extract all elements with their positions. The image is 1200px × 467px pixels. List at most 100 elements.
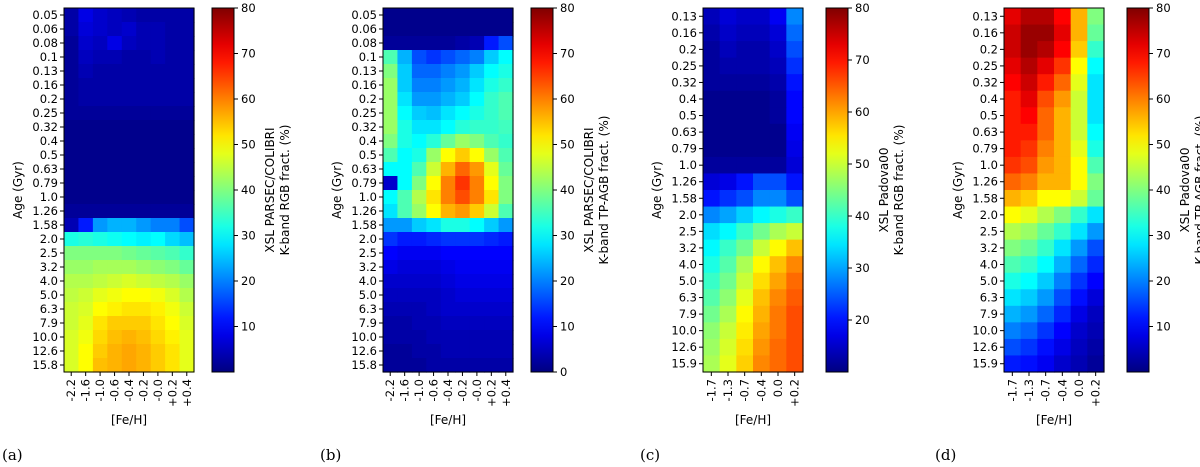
panel-3: 0.13 0.16 0.2 0.25 0.32 0.4 0.5 0.63 0.79 1.0 1.26…: [640, 1, 906, 464]
heatmap-cell: [411, 106, 427, 121]
heatmap-cell: [78, 148, 94, 163]
heatmap-cell: [383, 218, 399, 233]
heatmap-cell: [703, 322, 721, 340]
heatmap-cell: [136, 92, 152, 107]
heatmap-cell: [179, 344, 195, 359]
heatmap-cell: [1004, 156, 1022, 175]
heatmap-cell: [64, 148, 80, 163]
heatmap-cell: [107, 64, 123, 79]
heatmap-cell: [107, 8, 123, 23]
colorbar-tick-label: 60: [560, 92, 575, 106]
heatmap-cell: [150, 204, 166, 219]
heatmap-cell: [411, 316, 427, 331]
heatmap-cell: [469, 148, 485, 163]
heatmap-cell: [736, 140, 754, 158]
x-axis-label: [Fe/H]: [430, 413, 466, 427]
heatmap-cell: [719, 206, 737, 224]
heatmap-cell: [1020, 256, 1038, 274]
heatmap-cell: [736, 173, 754, 191]
heatmap-cell: [150, 162, 166, 177]
y-tick-label: 5.0: [980, 274, 998, 288]
heatmap-cell: [440, 218, 456, 233]
x-tick-label: -1.0: [93, 379, 107, 401]
heatmap-cell: [1087, 8, 1105, 26]
heatmap-cell: [397, 260, 413, 275]
heatmap-cell: [1020, 140, 1038, 158]
heatmap-cell: [469, 176, 485, 191]
heatmap-cell: [136, 120, 152, 135]
heatmap-cell: [753, 74, 771, 92]
heatmap-cell: [719, 223, 737, 241]
heatmap-cell: [498, 316, 514, 331]
heatmap-cell: [1070, 322, 1088, 340]
heatmap-cell: [1037, 305, 1055, 323]
heatmap-cell: [769, 24, 787, 42]
heatmap-cell: [411, 330, 427, 345]
heatmap-cell: [455, 260, 471, 275]
heatmap-cell: [1020, 338, 1038, 357]
panel-2: 0.050.060.080.10.130.160.20.250.320.40.5…: [320, 1, 611, 464]
heatmap-cell: [64, 246, 80, 261]
heatmap-cell: [469, 344, 485, 359]
heatmap-cell: [753, 272, 771, 290]
y-tick-label: 0.25: [351, 106, 377, 120]
heatmap-cell: [498, 358, 514, 373]
heatmap-cell: [455, 274, 471, 289]
heatmap-cell: [107, 148, 123, 163]
heatmap-cell: [1037, 289, 1055, 307]
heatmap-cell: [165, 22, 181, 37]
colorbar-label: XSL PARSEC/COLIBRI: [263, 127, 277, 252]
heatmap-cell: [484, 190, 500, 205]
heatmap-cell: [92, 64, 108, 79]
colorbar-tick-label: 30: [1156, 229, 1171, 243]
heatmap-cell: [719, 57, 737, 75]
heatmap-cell: [753, 140, 771, 158]
heatmap-cell: [769, 272, 787, 290]
heatmap-cell: [1004, 41, 1022, 59]
heatmap-cell: [1037, 140, 1055, 158]
heatmap-cell: [469, 22, 485, 37]
y-axis-label: Age (Gyr): [650, 161, 664, 219]
colorbar-tick-label: 70: [1156, 47, 1171, 61]
heatmap-cell: [136, 64, 152, 79]
heatmap-cell: [455, 134, 471, 149]
heatmap-cell: [1054, 107, 1072, 125]
heatmap-cell: [397, 274, 413, 289]
heatmap-cell: [786, 338, 804, 357]
heatmap-cell: [1004, 8, 1022, 26]
heatmap-cell: [64, 78, 80, 93]
panel-caption: (a): [2, 446, 23, 464]
heatmap-cell: [150, 8, 166, 23]
heatmap-cell: [719, 305, 737, 323]
heatmap-cell: [469, 50, 485, 65]
heatmap-cell: [440, 232, 456, 247]
heatmap-cell: [136, 148, 152, 163]
heatmap-cell: [1020, 107, 1038, 125]
heatmap-cell: [1054, 123, 1072, 141]
y-tick-label: 0.2: [980, 42, 998, 56]
heatmap-cell: [397, 302, 413, 317]
colorbar-label: XSL Padova00: [1178, 147, 1192, 232]
heatmap-cell: [78, 22, 94, 37]
heatmap-cell: [397, 218, 413, 233]
heatmap-cell: [498, 204, 514, 219]
heatmap-cell: [383, 190, 399, 205]
heatmap-cell: [498, 106, 514, 121]
heatmap-cell: [426, 316, 442, 331]
x-tick-label: -0.0: [470, 379, 484, 401]
heatmap-cell: [107, 36, 123, 51]
heatmap-cell: [1070, 24, 1088, 42]
heatmap-cell: [455, 204, 471, 219]
panel-caption: (c): [640, 446, 660, 464]
heatmap-cell: [150, 302, 166, 317]
heatmap-cell: [703, 355, 721, 373]
heatmap-cell: [1004, 305, 1022, 323]
heatmap-cell: [165, 246, 181, 261]
heatmap-cell: [1020, 156, 1038, 175]
heatmap-cell: [736, 107, 754, 125]
heatmap-cell: [703, 289, 721, 307]
heatmap-cell: [179, 162, 195, 177]
heatmap-cell: [455, 344, 471, 359]
y-axis-label: Age (Gyr): [330, 161, 344, 219]
y-axis-label: Age (Gyr): [11, 161, 25, 219]
